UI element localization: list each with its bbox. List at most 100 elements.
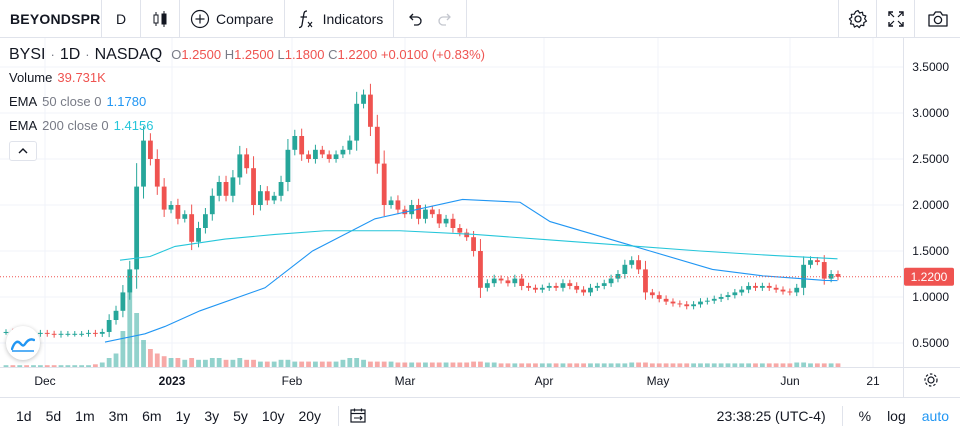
time-tick-label: Dec [34, 374, 55, 388]
price-chart[interactable]: 1.2200 3.5000 3.0000 2.5000 2.0000 1.5000 1.0… [0, 38, 960, 397]
candle-body [175, 205, 181, 219]
candle-body [113, 310, 119, 320]
range-1y[interactable]: 1y [175, 407, 191, 424]
chart-type-button[interactable] [141, 0, 179, 38]
volume-bar [416, 362, 421, 367]
candle-body [457, 228, 463, 233]
indicators-section: Indicators [285, 0, 395, 38]
volume-bar [175, 358, 181, 367]
settings-button[interactable] [838, 0, 876, 38]
candle-body [368, 94, 373, 127]
volume-bar [395, 362, 401, 367]
volume-bar [519, 363, 525, 367]
candle-body [519, 278, 525, 286]
volume-bar [264, 361, 270, 367]
candle-body [106, 320, 112, 332]
candle-body [594, 285, 600, 288]
range-5y[interactable]: 5y [233, 407, 248, 424]
log-toggle[interactable]: log [887, 407, 906, 424]
candle-body [423, 209, 428, 219]
redo-button[interactable] [430, 0, 466, 38]
candle-body [374, 126, 380, 164]
candle-body [739, 289, 745, 293]
candle-body [464, 232, 470, 238]
volume-bar [209, 358, 215, 367]
compare-section: Compare [180, 0, 285, 38]
volume-bar [388, 361, 394, 367]
undo-button[interactable] [394, 0, 430, 38]
candle-body [808, 260, 813, 265]
date-range-button[interactable] [349, 407, 367, 425]
snapshot-button[interactable] [914, 0, 960, 38]
range-6m[interactable]: 6m [142, 407, 162, 424]
candle-body [37, 332, 43, 334]
time-tick-label: Jun [780, 374, 799, 388]
percent-toggle[interactable]: % [858, 407, 872, 424]
volume-bar [725, 363, 731, 367]
open-key: O [171, 47, 182, 62]
volume-bar [794, 362, 800, 367]
volume-bar [636, 362, 641, 367]
range-1d[interactable]: 1d [16, 407, 32, 424]
candle-body [319, 149, 325, 155]
volume-bar [601, 363, 607, 367]
range-3y[interactable]: 3y [204, 407, 220, 424]
candle-body [835, 274, 841, 277]
volume-bar [581, 363, 586, 367]
volume-bar [450, 362, 456, 367]
symbol-search-button[interactable]: BEYONDSPRING [10, 10, 101, 27]
auto-toggle[interactable]: auto [921, 407, 949, 424]
range-3m[interactable]: 3m [108, 407, 129, 424]
close-value: 1.2200 [337, 47, 378, 62]
candle-body [285, 149, 291, 182]
legend-ema200-row[interactable]: EMA 200 close 0 1.4156 [9, 114, 485, 138]
candle-body [746, 285, 752, 290]
candle-body [209, 195, 215, 215]
volume-bar [79, 365, 85, 367]
tradingview-logo[interactable] [6, 326, 40, 360]
fullscreen-button[interactable] [876, 0, 914, 38]
legend-interval: 1D [59, 46, 81, 63]
open-value: 1.2500 [181, 47, 222, 62]
candle-body [120, 292, 126, 311]
function-icon [298, 9, 313, 28]
candle-body [753, 285, 758, 288]
candle-body [264, 191, 270, 201]
candle-body [237, 154, 243, 178]
interval-button[interactable]: D [115, 10, 127, 27]
axis-settings-icon[interactable] [924, 373, 938, 387]
candle-body [244, 154, 250, 169]
volume-bar [443, 362, 449, 367]
range-10y[interactable]: 10y [261, 407, 285, 424]
range-20y[interactable]: 20y [298, 407, 322, 424]
volume-bar [656, 363, 662, 367]
candle-body [230, 177, 236, 196]
volume-bar [423, 362, 428, 367]
volume-bar [51, 365, 57, 367]
range-1m[interactable]: 1m [75, 407, 95, 424]
candle-body [340, 149, 346, 155]
legend-volume-row[interactable]: Volume 39.731K [9, 66, 485, 90]
range-5d[interactable]: 5d [45, 407, 62, 424]
timezone-clock[interactable]: 23:38:25 (UTC-4) [716, 407, 826, 424]
legend-ema50-row[interactable]: EMA 50 close 0 1.1780 [9, 90, 485, 114]
candle-body [560, 283, 566, 288]
volume-bar [44, 365, 50, 367]
volume-label: Volume [9, 70, 53, 85]
volume-bar [759, 363, 765, 367]
candle-body [546, 285, 552, 288]
indicators-button[interactable]: Indicators [285, 0, 394, 38]
volume-bars [3, 277, 841, 367]
candle-body [92, 332, 98, 334]
candle-body [216, 182, 222, 196]
volume-bar [72, 365, 78, 367]
volume-bar [203, 359, 208, 367]
volume-bar [436, 362, 442, 367]
compare-button[interactable]: Compare [180, 0, 284, 38]
candle-body [416, 205, 421, 219]
candle-body [491, 278, 497, 284]
candle-body [450, 218, 456, 228]
chart-area[interactable]: 1.2200 3.5000 3.0000 2.5000 2.0000 1.5000 1.0… [0, 38, 960, 397]
ema50-line [104, 198, 838, 343]
legend-collapse-button[interactable] [9, 141, 37, 161]
